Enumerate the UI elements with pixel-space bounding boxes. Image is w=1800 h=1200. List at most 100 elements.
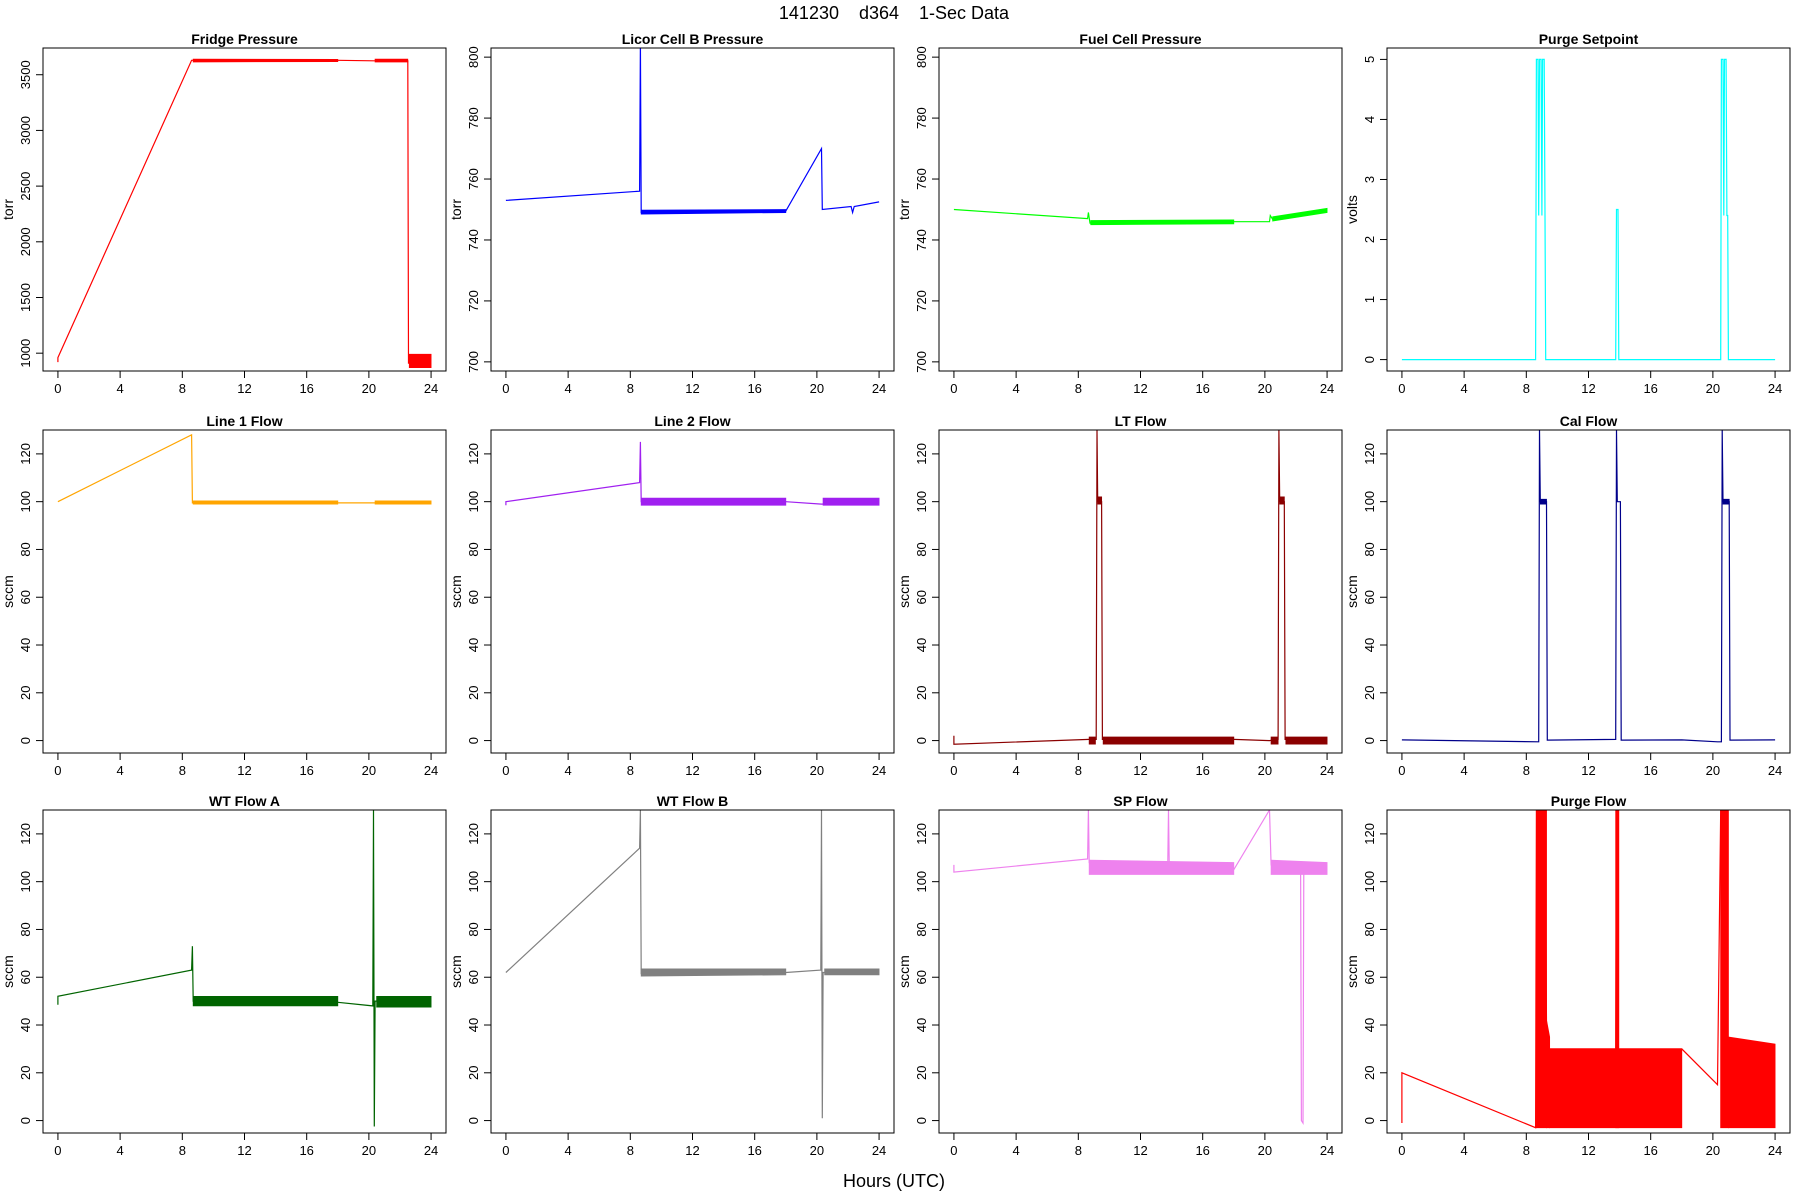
- x-tick-label: 12: [1581, 763, 1595, 778]
- x-tick-label: 20: [1706, 763, 1720, 778]
- y-tick-label: 2000: [18, 227, 33, 256]
- y-tick-label: 60: [1362, 970, 1377, 984]
- y-tick-label: 700: [914, 351, 929, 373]
- plot-area: [953, 207, 1328, 226]
- y-tick-label: 120: [914, 443, 929, 465]
- y-tick-label: 120: [18, 443, 33, 465]
- y-tick-label: 0: [1362, 737, 1377, 744]
- y-tick-label: 100: [914, 871, 929, 893]
- chart-panel: LT Flow 0 4 8 12 16 20 24 0 20 40 60 80 100 120 sccm: [896, 413, 1343, 778]
- y-tick-label: 760: [466, 168, 481, 190]
- y-tick-label: 0: [914, 1117, 929, 1124]
- x-tick-label: 24: [1768, 1143, 1782, 1158]
- x-tick-label: 8: [1075, 1143, 1082, 1158]
- x-tick-label: 20: [1258, 763, 1272, 778]
- y-axis-label: volts: [1344, 195, 1360, 224]
- y-tick-label: 800: [466, 46, 481, 68]
- y-tick-label: 20: [466, 686, 481, 700]
- noise-band: [824, 968, 880, 976]
- x-tick-label: 20: [810, 381, 824, 396]
- x-tick-label: 4: [565, 763, 572, 778]
- noise-band: [640, 497, 787, 506]
- x-tick-label: 24: [424, 1143, 438, 1158]
- plot-area: [953, 810, 1328, 1125]
- y-tick-label: 760: [914, 168, 929, 190]
- y-tick-label: 720: [466, 290, 481, 312]
- x-tick-label: 8: [179, 381, 186, 396]
- y-tick-label: 60: [18, 590, 33, 604]
- x-tick-label: 20: [1258, 1143, 1272, 1158]
- y-axis-label: torr: [896, 199, 912, 220]
- x-tick-label: 4: [1461, 381, 1468, 396]
- x-tick-label: 24: [1320, 381, 1334, 396]
- y-tick-label: 80: [18, 542, 33, 556]
- y-axis-label: sccm: [1344, 955, 1360, 988]
- noise-band: [374, 58, 409, 63]
- y-tick-label: 0: [1362, 1117, 1377, 1124]
- panel-title: LT Flow: [1115, 413, 1167, 429]
- y-tick-label: 80: [466, 542, 481, 556]
- x-tick-label: 8: [1523, 1143, 1530, 1158]
- y-axis-label: sccm: [0, 955, 16, 988]
- y-tick-label: 3000: [18, 116, 33, 145]
- noise-band: [1539, 498, 1547, 505]
- y-tick-label: 100: [1362, 491, 1377, 513]
- x-tick-label: 20: [810, 763, 824, 778]
- x-tick-label: 4: [117, 1143, 124, 1158]
- x-tick-label: 8: [1075, 381, 1082, 396]
- x-tick-label: 4: [565, 381, 572, 396]
- y-tick-label: 740: [466, 229, 481, 251]
- x-tick-label: 8: [179, 1143, 186, 1158]
- x-tick-label: 20: [810, 1143, 824, 1158]
- plot-frame: [938, 429, 1343, 754]
- plot-area: [57, 433, 432, 505]
- series-line: [1401, 430, 1776, 743]
- noise-band: [1088, 736, 1096, 745]
- y-tick-label: 60: [18, 970, 33, 984]
- y-tick-label: 100: [1362, 871, 1377, 893]
- x-tick-label: 16: [299, 1143, 313, 1158]
- plot-area: [505, 48, 880, 215]
- noise-band: [640, 968, 787, 977]
- y-tick-label: 80: [18, 922, 33, 936]
- chart-panel: Fuel Cell Pressure 0 4 8 12 16 20 24 700 720 740 76…: [896, 31, 1343, 396]
- series-line: [57, 810, 432, 1127]
- y-tick-label: 3: [1362, 176, 1377, 183]
- noise-band: [640, 209, 787, 215]
- y-tick-label: 80: [1362, 922, 1377, 936]
- x-tick-label: 4: [1461, 763, 1468, 778]
- chart-panel: Line 1 Flow 0 4 8 12 16 20 24 0 20 40 60 80 100 120 scc…: [0, 413, 447, 778]
- x-tick-label: 24: [872, 1143, 886, 1158]
- y-tick-label: 40: [466, 638, 481, 652]
- chart-panel: WT Flow B 0 4 8 12 16 20 24 0 20 40 60 80 100 120 sccm: [448, 793, 895, 1158]
- x-tick-label: 12: [237, 381, 251, 396]
- x-tick-label: 20: [362, 1143, 376, 1158]
- x-tick-label: 16: [1195, 381, 1209, 396]
- y-tick-label: 1500: [18, 283, 33, 312]
- y-tick-label: 80: [466, 922, 481, 936]
- x-tick-label: 4: [1461, 1143, 1468, 1158]
- x-tick-label: 8: [1523, 763, 1530, 778]
- y-axis-label: torr: [0, 199, 16, 220]
- x-tick-label: 4: [117, 763, 124, 778]
- x-tick-label: 0: [1398, 381, 1405, 396]
- y-tick-label: 780: [466, 107, 481, 129]
- y-tick-label: 120: [1362, 443, 1377, 465]
- y-tick-label: 60: [914, 590, 929, 604]
- x-tick-label: 20: [362, 763, 376, 778]
- panel-title: WT Flow A: [209, 793, 280, 809]
- x-tick-label: 12: [1133, 1143, 1147, 1158]
- x-tick-label: 12: [1581, 1143, 1595, 1158]
- noise-band: [1102, 736, 1235, 745]
- x-tick-label: 8: [179, 763, 186, 778]
- panel-title: Cal Flow: [1560, 413, 1618, 429]
- noise-band: [376, 995, 432, 1008]
- plot-frame: [938, 809, 1343, 1134]
- plot-frame: [42, 809, 447, 1134]
- x-tick-label: 16: [299, 381, 313, 396]
- noise-band: [1722, 498, 1730, 505]
- y-tick-label: 5: [1362, 56, 1377, 63]
- series-line: [953, 810, 1328, 1125]
- x-tick-label: 24: [1320, 763, 1334, 778]
